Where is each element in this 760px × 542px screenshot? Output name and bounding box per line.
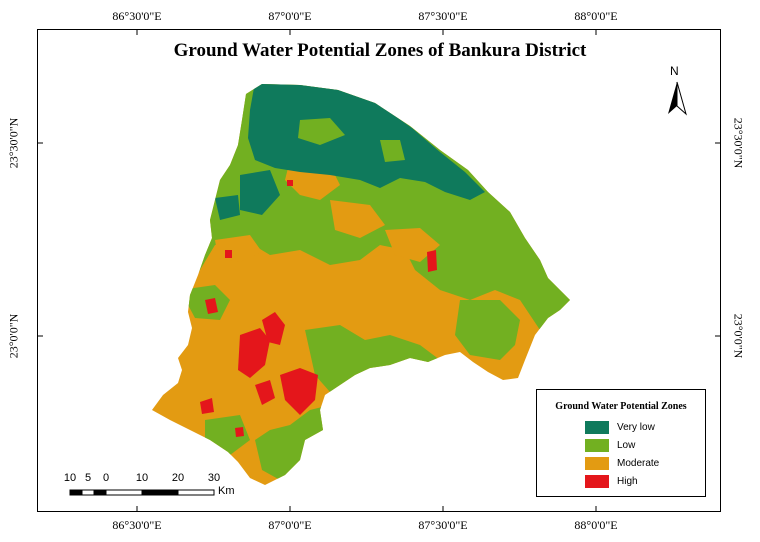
scale-label: 0 xyxy=(102,472,110,484)
legend-swatch xyxy=(585,438,609,452)
latitude-label-left: 23°0'0"N xyxy=(6,313,21,359)
legend-swatch xyxy=(585,420,609,434)
latitude-label-right: 23°0'0"N xyxy=(731,313,746,359)
latitude-label-right: 23°30'0"N xyxy=(731,117,746,169)
zone-high xyxy=(238,328,270,378)
longitude-label-top: 87°30'0"E xyxy=(418,9,468,23)
longitude-label-top: 88°0'0"E xyxy=(574,9,618,23)
zone-moderate xyxy=(385,228,440,262)
zone-very-low xyxy=(248,84,485,200)
zone-high xyxy=(225,250,232,258)
zone-low xyxy=(298,118,345,145)
north-label: N xyxy=(670,64,679,78)
legend-item-moderate: Moderate xyxy=(585,456,659,470)
zone-low xyxy=(455,300,520,360)
north-arrow-icon xyxy=(668,81,687,116)
longitude-label-bottom: 88°0'0"E xyxy=(574,518,618,532)
scale-label: 30 xyxy=(207,472,221,484)
scale-label: 20 xyxy=(171,472,185,484)
map-title: Ground Water Potential Zones of Bankura … xyxy=(173,40,587,61)
legend-title: Ground Water Potential Zones xyxy=(555,401,687,412)
zone-high xyxy=(205,298,218,314)
longitude-label-bottom: 87°30'0"E xyxy=(418,518,468,532)
legend-item-high: High xyxy=(585,474,638,488)
zone-high xyxy=(262,312,285,345)
zone-high xyxy=(280,368,318,415)
longitude-label-bottom: 86°30'0"E xyxy=(112,518,162,532)
legend: Ground Water Potential Zones Very low Lo… xyxy=(536,389,706,497)
zone-very-low xyxy=(240,170,280,215)
scale-label: 5 xyxy=(84,472,92,484)
graticule-ticks xyxy=(37,29,721,512)
legend-item-very-low: Very low xyxy=(585,420,655,434)
zone-high xyxy=(200,398,214,414)
legend-label: Low xyxy=(617,439,636,451)
longitude-label-bottom: 87°0'0"E xyxy=(268,518,312,532)
longitude-label-top: 87°0'0"E xyxy=(268,9,312,23)
latitude-label-left: 23°30'0"N xyxy=(6,117,21,169)
zone-low xyxy=(380,140,405,162)
zone-low xyxy=(305,325,440,392)
scale-unit: Km xyxy=(218,485,235,497)
scale-bar-graphic xyxy=(69,489,215,496)
legend-swatch xyxy=(585,474,609,488)
zone-low xyxy=(255,405,335,480)
zone-high xyxy=(255,380,275,405)
legend-item-low: Low xyxy=(585,438,635,452)
zone-high xyxy=(235,427,244,437)
zone-moderate xyxy=(330,200,385,238)
longitude-label-top: 86°30'0"E xyxy=(112,9,162,23)
zone-high xyxy=(287,180,293,186)
legend-swatch xyxy=(585,456,609,470)
zone-high xyxy=(427,250,437,272)
legend-label: Moderate xyxy=(617,457,660,469)
legend-label: High xyxy=(617,475,638,487)
zone-layers xyxy=(152,84,570,485)
zone-very-low xyxy=(215,195,240,220)
scale-bar: 10 5 0 10 20 30 Km xyxy=(62,472,242,502)
legend-label: Very low xyxy=(617,421,655,433)
scale-label: 10 xyxy=(135,472,149,484)
scale-label: 10 xyxy=(63,472,77,484)
